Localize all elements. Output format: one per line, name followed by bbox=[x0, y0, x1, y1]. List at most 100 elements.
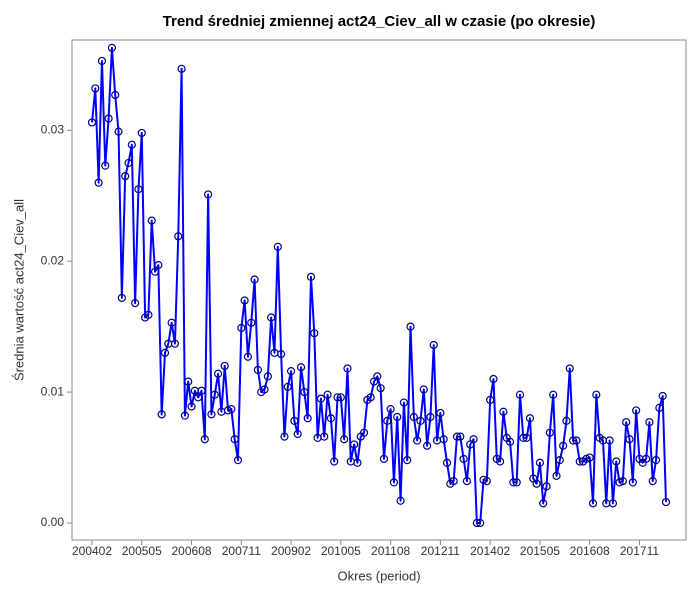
data-point bbox=[456, 432, 465, 441]
data-point bbox=[210, 390, 219, 399]
data-point bbox=[343, 364, 352, 373]
data-point bbox=[280, 432, 289, 441]
data-point bbox=[439, 435, 448, 444]
data-point bbox=[562, 416, 571, 425]
data-point bbox=[482, 476, 491, 486]
data-point bbox=[204, 190, 213, 199]
data-point bbox=[592, 390, 601, 399]
data-point bbox=[177, 64, 186, 73]
x-tick-label: 200608 bbox=[172, 544, 212, 558]
data-point bbox=[187, 402, 196, 411]
plot-frame bbox=[71, 39, 687, 541]
data-point bbox=[267, 313, 276, 322]
data-point bbox=[585, 453, 594, 462]
data-point bbox=[253, 365, 262, 374]
data-point bbox=[559, 441, 568, 450]
data-point bbox=[326, 414, 335, 423]
data-point bbox=[462, 476, 472, 486]
data-point bbox=[353, 458, 362, 467]
data-point bbox=[227, 405, 236, 414]
data-point bbox=[306, 272, 316, 282]
data-point bbox=[393, 412, 402, 422]
chart-title: Trend średniej zmiennej act24_Ciev_all w… bbox=[163, 13, 596, 30]
data-point bbox=[406, 322, 415, 331]
data-point bbox=[572, 436, 581, 445]
data-point bbox=[247, 318, 256, 327]
data-point bbox=[121, 172, 130, 181]
data-point bbox=[230, 435, 239, 444]
x-tick-label: 200402 bbox=[72, 544, 112, 558]
data-point bbox=[532, 479, 541, 488]
data-point bbox=[157, 410, 166, 419]
data-point bbox=[194, 393, 203, 402]
x-tick-label: 200902 bbox=[271, 544, 311, 558]
data-point bbox=[207, 410, 216, 419]
data-point bbox=[588, 499, 598, 508]
data-point bbox=[426, 412, 435, 422]
x-tick-label: 201505 bbox=[520, 544, 560, 558]
data-point bbox=[605, 436, 614, 445]
data-point bbox=[472, 518, 481, 528]
data-point bbox=[648, 476, 657, 486]
data-point bbox=[303, 414, 312, 423]
data-point bbox=[111, 90, 120, 100]
data-point bbox=[625, 435, 634, 444]
data-point bbox=[622, 418, 631, 427]
data-point bbox=[442, 458, 452, 467]
data-point bbox=[396, 496, 405, 505]
data-point bbox=[565, 364, 574, 373]
data-point bbox=[373, 372, 382, 381]
data-point bbox=[509, 478, 518, 487]
data-point bbox=[359, 428, 369, 437]
data-point bbox=[366, 393, 375, 402]
data-point bbox=[555, 456, 564, 465]
data-point bbox=[469, 435, 478, 444]
data-point bbox=[489, 374, 498, 384]
y-tick-label: 0.02 bbox=[41, 253, 65, 267]
data-point bbox=[127, 140, 136, 149]
data-point bbox=[296, 363, 306, 372]
y-tick-label: 0.01 bbox=[41, 384, 65, 398]
data-point bbox=[250, 275, 259, 284]
x-tick-label: 201005 bbox=[321, 544, 361, 558]
data-point bbox=[413, 436, 422, 445]
data-point bbox=[419, 385, 428, 394]
data-point bbox=[117, 293, 126, 302]
data-point bbox=[399, 398, 408, 407]
data-point bbox=[545, 428, 554, 437]
data-point bbox=[350, 440, 359, 449]
data-point bbox=[416, 416, 425, 425]
data-point bbox=[386, 405, 395, 414]
data-point bbox=[124, 158, 133, 168]
data-point bbox=[655, 403, 664, 412]
x-tick-label: 200711 bbox=[222, 544, 261, 558]
data-point bbox=[383, 416, 392, 425]
data-point bbox=[147, 216, 156, 225]
data-point bbox=[134, 185, 143, 194]
data-point bbox=[131, 298, 140, 308]
data-point bbox=[104, 114, 113, 123]
data-point bbox=[263, 372, 272, 381]
y-axis-label: Średnia wartość act24_Ciev_all bbox=[11, 199, 26, 381]
data-point bbox=[91, 84, 100, 93]
data-point bbox=[340, 435, 349, 444]
data-point bbox=[449, 476, 458, 486]
data-point bbox=[549, 390, 558, 399]
x-tick-label: 201108 bbox=[371, 544, 410, 558]
data-point bbox=[180, 411, 190, 420]
data-point bbox=[608, 499, 618, 508]
data-point bbox=[496, 457, 505, 466]
data-point bbox=[160, 348, 170, 357]
x-tick-label: 200505 bbox=[122, 544, 162, 558]
data-point bbox=[87, 118, 97, 127]
data-point bbox=[568, 436, 578, 445]
data-point bbox=[436, 408, 445, 418]
data-point bbox=[200, 435, 209, 444]
data-point bbox=[379, 454, 389, 463]
data-point bbox=[150, 267, 160, 276]
data-point bbox=[243, 352, 253, 361]
data-point bbox=[323, 390, 332, 399]
data-point bbox=[389, 478, 399, 487]
data-point bbox=[233, 456, 243, 465]
